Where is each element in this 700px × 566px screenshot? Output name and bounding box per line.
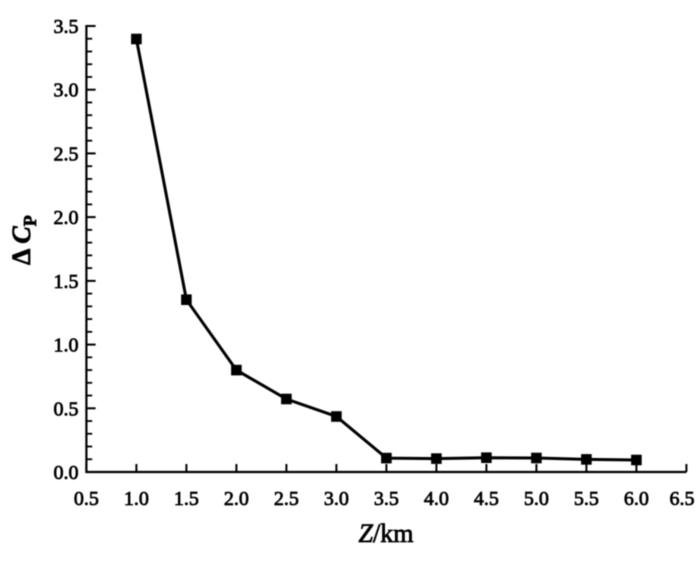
svg-text:3.0: 3.0 xyxy=(54,80,79,102)
svg-text:4.5: 4.5 xyxy=(474,488,499,510)
svg-text:5.0: 5.0 xyxy=(524,488,549,510)
svg-text:1.5: 1.5 xyxy=(174,488,199,510)
svg-text:2.5: 2.5 xyxy=(274,488,299,510)
svg-text:1.0: 1.0 xyxy=(124,488,149,510)
svg-text:6.0: 6.0 xyxy=(624,488,649,510)
svg-text:6.5: 6.5 xyxy=(670,488,695,510)
svg-text:5.5: 5.5 xyxy=(574,488,599,510)
svg-text:Z/km: Z/km xyxy=(359,519,414,548)
svg-text:Δ CP: Δ CP xyxy=(7,215,40,265)
svg-text:3.5: 3.5 xyxy=(54,16,79,38)
svg-text:3.5: 3.5 xyxy=(374,488,399,510)
svg-text:1.0: 1.0 xyxy=(54,335,79,357)
svg-text:2.5: 2.5 xyxy=(54,143,79,165)
svg-text:2.0: 2.0 xyxy=(224,488,249,510)
svg-text:0.0: 0.0 xyxy=(54,462,79,484)
svg-text:2.0: 2.0 xyxy=(54,207,79,229)
svg-text:0.5: 0.5 xyxy=(74,488,99,510)
svg-text:3.0: 3.0 xyxy=(324,488,349,510)
svg-text:4.0: 4.0 xyxy=(424,488,449,510)
svg-text:1.5: 1.5 xyxy=(54,271,79,293)
svg-text:0.5: 0.5 xyxy=(54,398,79,420)
